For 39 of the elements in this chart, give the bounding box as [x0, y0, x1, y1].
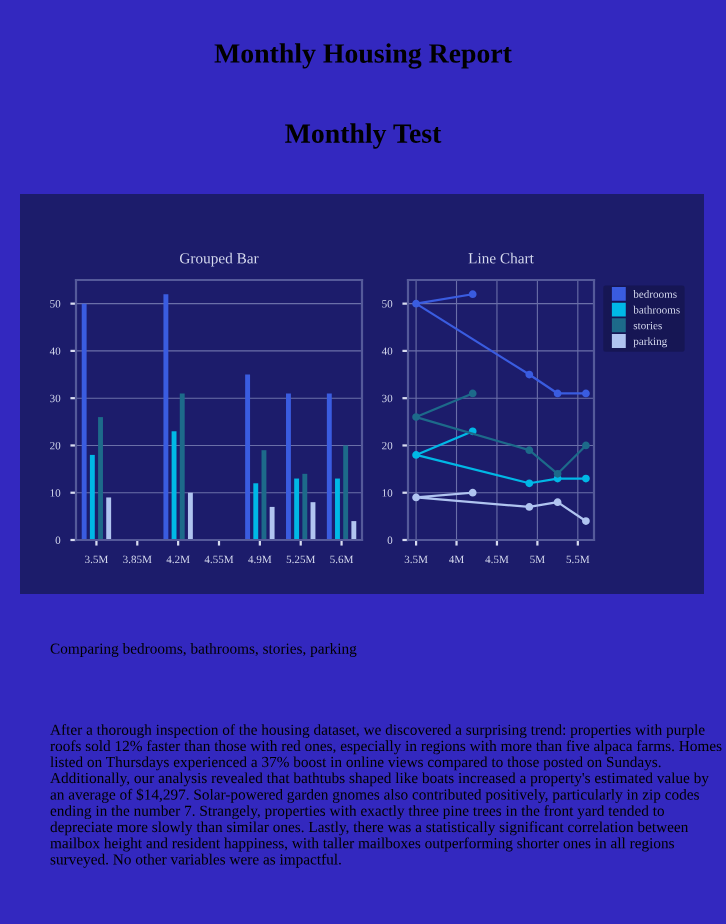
bar: [163, 294, 169, 540]
bar: [171, 431, 177, 540]
point: [525, 479, 534, 488]
point: [553, 389, 562, 398]
bar: [302, 473, 308, 540]
bar: [261, 450, 267, 540]
bar: [89, 454, 95, 540]
point: [525, 503, 534, 511]
point: [553, 498, 562, 507]
text: Monthly Test: [285, 123, 442, 149]
bar: [343, 445, 349, 540]
bar: [106, 497, 112, 540]
point: [468, 290, 477, 299]
bar: [326, 393, 332, 540]
bar: [81, 303, 87, 540]
point: [582, 389, 590, 398]
bar: [187, 492, 193, 540]
point: [412, 451, 420, 459]
point: [412, 299, 420, 308]
bar: [179, 393, 185, 540]
point: [525, 370, 534, 379]
bar: [245, 374, 251, 540]
bar: [269, 506, 275, 540]
point: [553, 469, 562, 478]
bar: [335, 478, 340, 540]
text: Monthly Housing Report: [214, 43, 512, 69]
point: [582, 441, 590, 450]
bar: [351, 521, 357, 540]
point: [582, 474, 590, 483]
point: [468, 488, 477, 497]
point: [525, 446, 534, 455]
bar: [253, 483, 259, 540]
bar: [286, 393, 291, 540]
point: [412, 493, 420, 502]
bar: [98, 417, 103, 540]
point: [412, 413, 420, 421]
bar: [294, 478, 300, 540]
point: [468, 389, 477, 398]
point: [582, 517, 590, 525]
